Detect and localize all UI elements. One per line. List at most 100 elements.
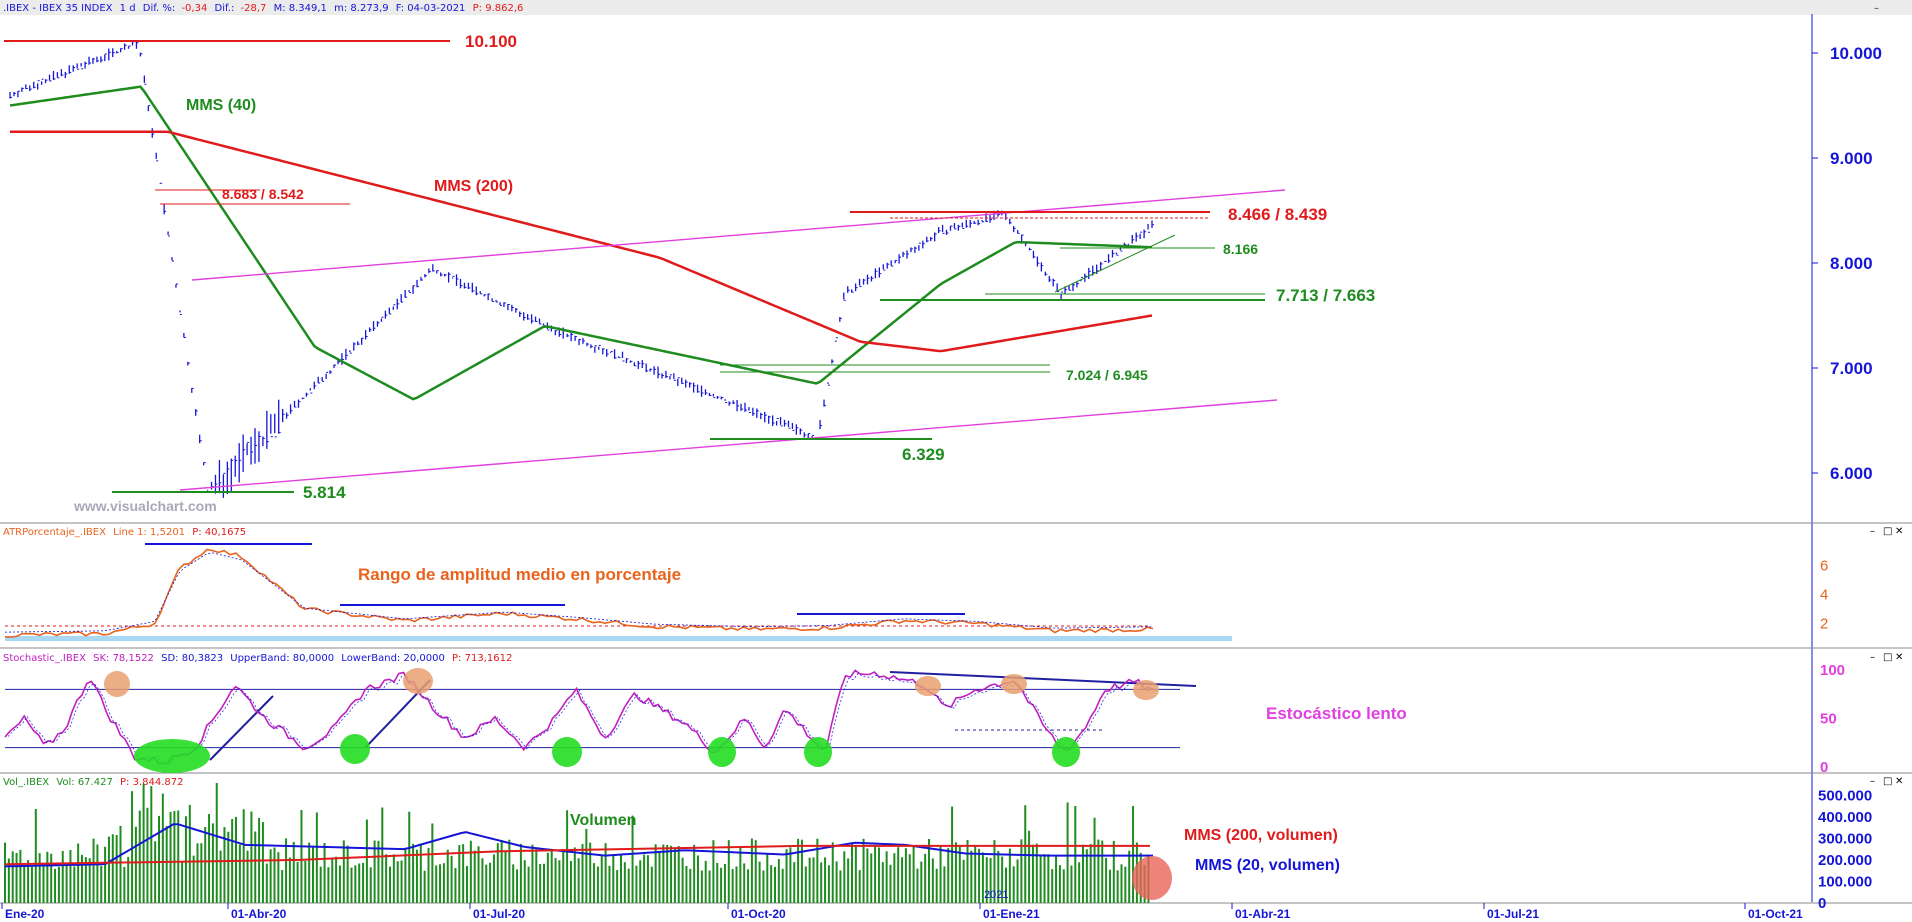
- p-label: P: 9.862,6: [473, 3, 524, 14]
- atr-restore-icon[interactable]: □: [1883, 526, 1892, 537]
- stoch-tick-label: 50: [1820, 711, 1837, 728]
- vol-tick-label: 0: [1818, 895, 1826, 912]
- vol-mms200-annotation: MMS (200, volumen): [1184, 827, 1338, 844]
- atr-minimize-icon[interactable]: –: [1870, 526, 1875, 537]
- overbought-marker: [104, 671, 130, 697]
- oversold-marker: [708, 737, 736, 767]
- price-annotations: 10.100 MMS (40) MMS (200) 8.683 / 8.542 …: [73, 32, 1375, 514]
- stoch-title-name: Stochastic_.IBEX: [3, 653, 86, 664]
- atr-tick-label: 6: [1820, 558, 1828, 575]
- overbought-marker: [1133, 680, 1159, 700]
- x-tick-label: 01-Abr-21: [1235, 907, 1291, 921]
- vol-title-p: P: 3.844.872: [120, 777, 183, 788]
- overbought-marker: [915, 676, 941, 696]
- symbol-label: .IBEX - IBEX 35 INDEX: [3, 3, 113, 14]
- label-10100: 10.100: [465, 32, 517, 51]
- dif-value: -28,7: [241, 3, 267, 14]
- period-label: 1 d: [120, 3, 136, 14]
- min-label: m: 8.273,9: [334, 3, 388, 14]
- vol-tick-label: 500.000: [1818, 787, 1872, 804]
- label-mms200: MMS (200): [434, 178, 513, 195]
- oversold-marker: [552, 737, 582, 767]
- minimize-icon[interactable]: –: [1874, 3, 1879, 14]
- price-tick-label: 10.000: [1830, 44, 1882, 63]
- stoch-restore-icon[interactable]: □: [1883, 652, 1892, 663]
- oversold-marker: [340, 734, 370, 764]
- stoch-title-sd: SD: 80,3823: [161, 653, 223, 664]
- overbought-marker: [403, 668, 433, 694]
- stoch-annotation: Estocástico lento: [1266, 704, 1407, 723]
- stoch-title-p: P: 713,1612: [452, 653, 512, 664]
- label-8683: 8.683 / 8.542: [222, 186, 304, 202]
- atr-title-line: Line 1: 1,5201: [113, 527, 185, 538]
- label-6329: 6.329: [902, 445, 945, 464]
- label-7024: 7.024 / 6.945: [1066, 367, 1148, 383]
- atr-title-name: ATRPorcentaje_.IBEX: [3, 527, 106, 538]
- x-tick-label: Ene-20: [5, 907, 45, 921]
- atr-tick-label: 2: [1820, 616, 1828, 633]
- mms200-line: [10, 130, 1153, 353]
- stoch-trend-line: [209, 695, 274, 761]
- x-tick-label: 01-Abr-20: [231, 907, 287, 921]
- oversold-marker: [1052, 737, 1080, 767]
- oversold-marker: [804, 737, 832, 767]
- stoch-title-lower: LowerBand: 20,0000: [341, 653, 445, 664]
- price-pane: [4, 40, 1286, 498]
- watermark: www.visualchart.com: [73, 498, 217, 514]
- subpane-annotations: Rango de amplitud medio en porcentaje Es…: [358, 565, 1407, 874]
- vol-tick-label: 400.000: [1818, 809, 1872, 826]
- vol-mms20-line: [4, 823, 1153, 868]
- price-tick-label: 7.000: [1830, 359, 1873, 378]
- oversold-marker: [134, 739, 210, 773]
- atr-baseline-bar: [5, 636, 1232, 641]
- stoch-tick-label: 0: [1820, 759, 1828, 776]
- stoch-tick-label: 100: [1820, 662, 1845, 679]
- dif-pct-value: -0,34: [181, 3, 207, 14]
- atr-close-icon[interactable]: ✕: [1895, 526, 1903, 537]
- pane-controls: – □ ✕ – □ ✕ – □ ✕: [1870, 526, 1903, 787]
- vol-mms200-line: [4, 844, 1150, 866]
- mms40-line: [9, 85, 1153, 401]
- vol-mms20-annotation: MMS (20, volumen): [1195, 857, 1340, 874]
- volume-highlight-marker: [1132, 856, 1172, 900]
- label-8466: 8.466 / 8.439: [1228, 205, 1327, 224]
- atr-title-p: P: 40,1675: [192, 527, 246, 538]
- x-tick-label: 01-Oct-20: [731, 907, 786, 921]
- stoch-title-sk: SK: 78,1522: [93, 653, 154, 664]
- price-tick-label: 9.000: [1830, 149, 1873, 168]
- axes: Ene-20 01-Abr-20 01-Jul-20 01-Oct-20 01-Ene-…: [1, 44, 1882, 921]
- overbought-marker: [1001, 674, 1027, 694]
- x-tick-label: 01-Jul-21: [1487, 907, 1539, 921]
- channel-lower-line: [179, 399, 1278, 491]
- atr-signal-line: [4, 552, 1154, 633]
- dif-label: Dif.:: [215, 3, 235, 14]
- stoch-minimize-icon[interactable]: –: [1870, 652, 1875, 663]
- atr-pane-title: ATRPorcentaje_.IBEX Line 1: 1,5201 P: 40…: [3, 527, 246, 538]
- svg-text:.IBEX - IBEX 35 INDEX 1: .IBEX - IBEX 35 INDEX 1 d Dif. %: -0,34 …: [3, 3, 523, 14]
- vol-tick-label: 300.000: [1818, 830, 1872, 847]
- vol-close-icon[interactable]: ✕: [1895, 776, 1903, 787]
- atr-annotation: Rango de amplitud medio en porcentaje: [358, 565, 681, 584]
- vol-tick-label: 200.000: [1818, 852, 1872, 869]
- channel-upper-line: [191, 189, 1286, 281]
- label-5814: 5.814: [303, 483, 346, 502]
- stoch-title-upper: UpperBand: 80,0000: [230, 653, 334, 664]
- x-tick-label: 01-Jul-20: [473, 907, 525, 921]
- stoch-close-icon[interactable]: ✕: [1895, 652, 1903, 663]
- label-mms40: MMS (40): [186, 97, 256, 114]
- triangle-support-line: [1054, 234, 1176, 293]
- x-tick-label: 01-Oct-21: [1748, 907, 1803, 921]
- vol-pane-title: Vol_.IBEX Vol: 67.427 P: 3.844.872: [3, 777, 183, 788]
- label-7713: 7.713 / 7.663: [1276, 286, 1375, 305]
- vol-tick-label: 100.000: [1818, 873, 1872, 890]
- chart-header: .IBEX - IBEX 35 INDEX 1 d Dif. %: -0,34 …: [3, 3, 1879, 14]
- max-label: M: 8.349,1: [274, 3, 327, 14]
- year-marker: 2021: [984, 889, 1008, 901]
- atr-line: [4, 548, 1154, 638]
- vol-pane: [4, 783, 1172, 903]
- label-8166: 8.166: [1223, 241, 1258, 257]
- vol-minimize-icon[interactable]: –: [1870, 776, 1875, 787]
- vol-restore-icon[interactable]: □: [1883, 776, 1892, 787]
